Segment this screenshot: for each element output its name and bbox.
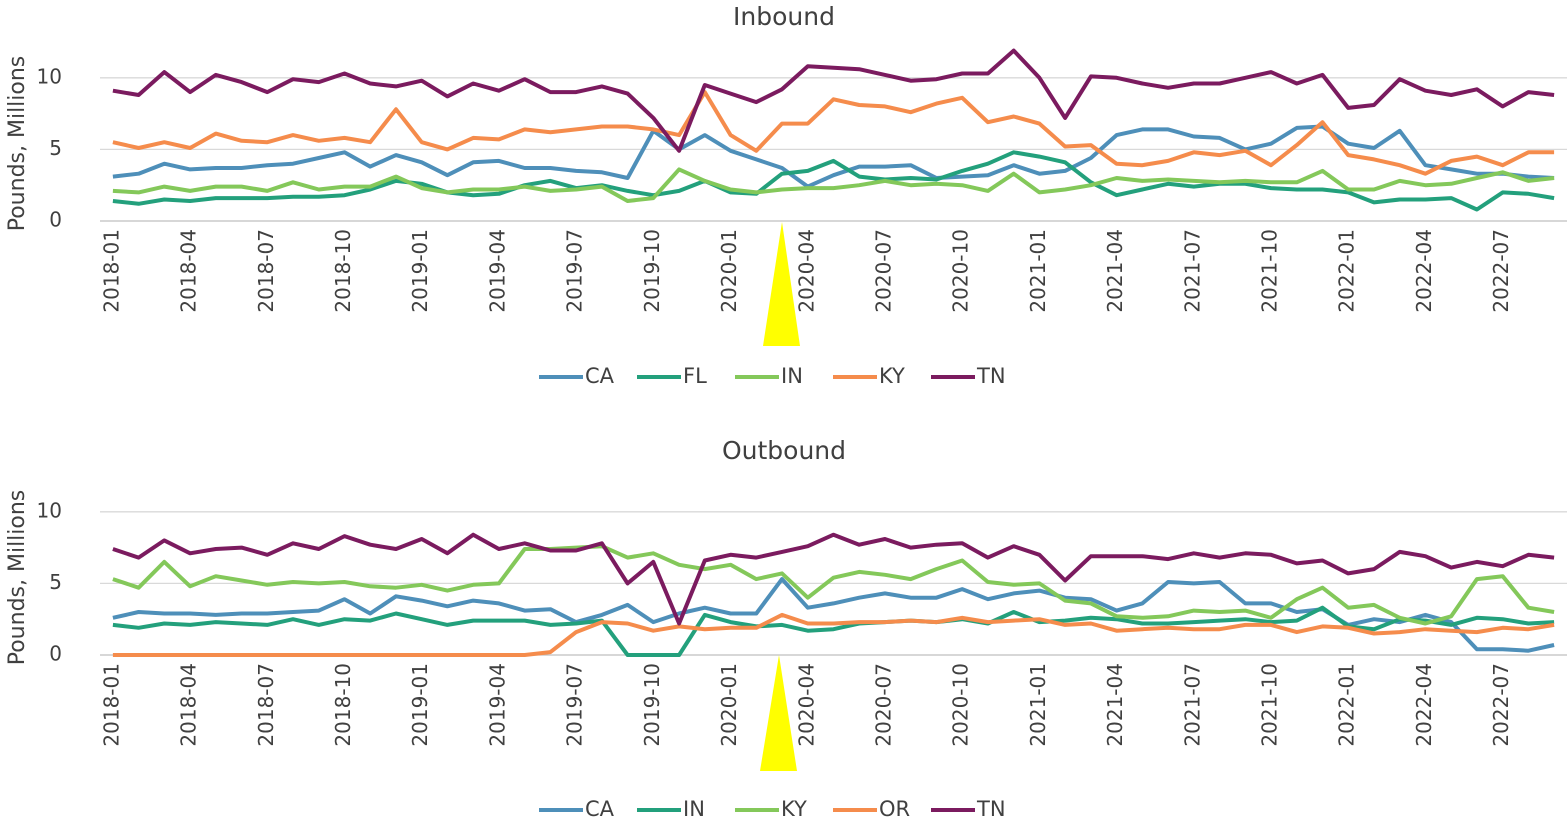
x-tick-label: 2020-07: [871, 229, 895, 313]
y-tick-label: 0: [49, 208, 62, 232]
y-tick-label: 10: [37, 64, 62, 88]
x-tick-label: 2021-04: [1103, 229, 1127, 313]
x-tick-label: 2020-04: [794, 229, 818, 313]
y-axis-title: Pounds, Millions: [5, 490, 30, 666]
x-tick-label: 2021-10: [1258, 229, 1282, 313]
series-line: [112, 150, 1555, 212]
series-line: [112, 577, 1555, 653]
chart-title: Inbound: [733, 2, 835, 31]
x-tick-label: 2019-07: [563, 663, 587, 747]
x-tick-label: 2018-01: [99, 663, 123, 747]
x-tick-label: 2020-10: [949, 229, 973, 313]
x-tick-label: 2022-01: [1335, 663, 1359, 747]
series-line: [112, 167, 1555, 203]
x-tick-label: 2022-04: [1412, 663, 1436, 747]
x-tick-label: 2019-04: [485, 663, 509, 747]
annotation-marker: [760, 655, 797, 771]
x-tick-label: 2020-10: [949, 663, 973, 747]
y-tick-label: 0: [49, 642, 62, 666]
legend-label: IN: [683, 797, 705, 821]
x-tick-label: 2021-07: [1180, 663, 1204, 747]
chart-title: Outbound: [722, 436, 846, 465]
chart: Inbound Pounds, Millions 0 5 10 2018-01 2018-0…: [5, 2, 1567, 388]
x-tick-label: 2021-01: [1026, 229, 1050, 313]
legend-label: FL: [683, 364, 707, 388]
series-line: [112, 612, 1555, 657]
legend-label: KY: [781, 797, 807, 821]
x-tick-label: 2019-10: [640, 229, 664, 313]
legend-label: CA: [585, 797, 615, 821]
legend-label: CA: [585, 364, 615, 388]
annotation-marker: [763, 222, 800, 346]
legend-label: OR: [879, 797, 910, 821]
x-tick-label: 2018-10: [331, 229, 355, 313]
x-tick-label: 2019-01: [408, 663, 432, 747]
series-line: [112, 124, 1555, 189]
x-tick-label: 2019-10: [640, 663, 664, 747]
series-line: [112, 532, 1555, 626]
series-line: [112, 605, 1555, 657]
x-tick-label: 2018-01: [99, 229, 123, 313]
x-tick-label: 2020-07: [871, 663, 895, 747]
x-tick-label: 2022-07: [1489, 663, 1513, 747]
x-tick-label: 2021-10: [1258, 663, 1282, 747]
x-tick-label: 2022-04: [1412, 229, 1436, 313]
x-tick-label: 2019-07: [563, 229, 587, 313]
x-tick-label: 2018-07: [254, 663, 278, 747]
y-axis-title: Pounds, Millions: [5, 56, 30, 232]
x-tick-label: 2020-04: [794, 663, 818, 747]
x-tick-label: 2020-01: [717, 229, 741, 313]
x-tick-label: 2018-10: [331, 663, 355, 747]
x-tick-label: 2018-07: [254, 229, 278, 313]
y-tick-label: 10: [37, 498, 62, 522]
x-tick-label: 2018-04: [177, 229, 201, 313]
x-tick-label: 2021-07: [1180, 229, 1204, 313]
y-tick-label: 5: [49, 570, 62, 594]
legend-label: TN: [976, 364, 1006, 388]
x-tick-label: 2022-07: [1489, 229, 1513, 313]
x-tick-label: 2021-01: [1026, 663, 1050, 747]
series-line: [112, 544, 1555, 626]
series-line: [112, 48, 1555, 153]
chart: Outbound Pounds, Millions 0 5 10 2018-01 2018-…: [5, 436, 1567, 821]
legend-label: IN: [781, 364, 803, 388]
legend-label: KY: [879, 364, 905, 388]
legend-label: TN: [976, 797, 1006, 821]
y-tick-label: 5: [49, 136, 62, 160]
series-line: [112, 90, 1555, 176]
x-tick-label: 2019-04: [485, 229, 509, 313]
x-tick-label: 2019-01: [408, 229, 432, 313]
x-tick-label: 2020-01: [717, 663, 741, 747]
x-tick-label: 2022-01: [1335, 229, 1359, 313]
x-tick-label: 2018-04: [177, 663, 201, 747]
x-tick-label: 2021-04: [1103, 663, 1127, 747]
